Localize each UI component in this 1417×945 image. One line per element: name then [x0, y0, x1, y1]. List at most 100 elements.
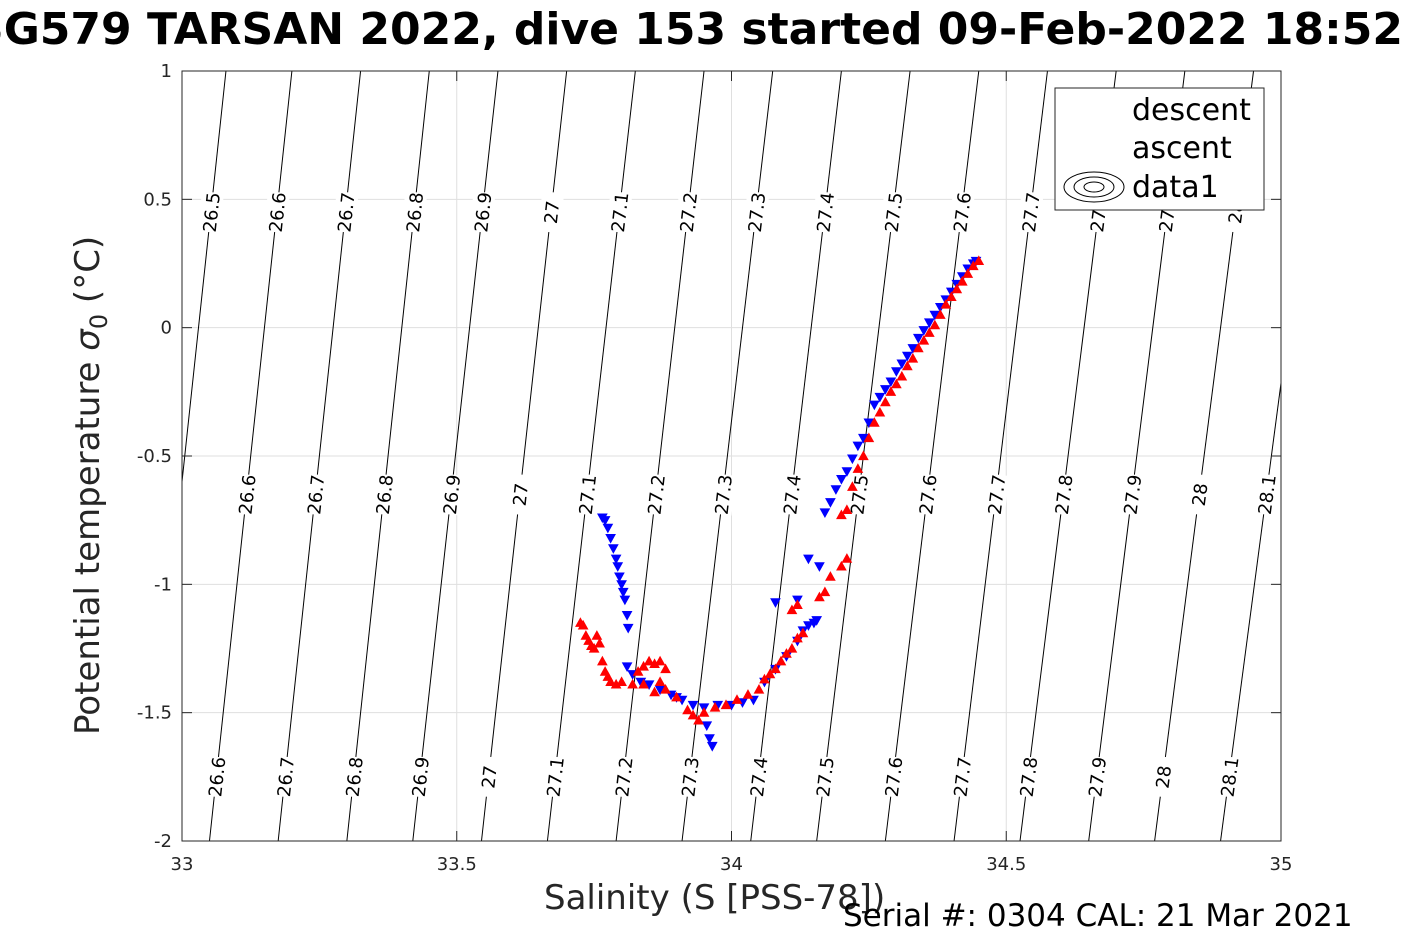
isopycnal-label: 26.9 [471, 191, 496, 233]
isopycnal-label: 27.1 [608, 191, 633, 233]
ascent-point [577, 619, 589, 630]
isopycnal-label: 27.1 [576, 474, 601, 516]
isopycnal-label-bg [674, 191, 702, 234]
ascent-point [632, 666, 644, 676]
descent-point [880, 385, 891, 395]
ascent-point [597, 655, 608, 666]
isopycnal-label-bg [642, 473, 669, 516]
isopycnal-label-bg [406, 755, 434, 798]
isopycnal-label-bg [340, 755, 367, 798]
ascent-point [654, 676, 666, 686]
isopycnal-label-bg [197, 191, 224, 234]
data-series [575, 105, 1100, 752]
ascent-point [918, 334, 930, 345]
isopycnal-label-bg [1118, 473, 1146, 516]
legend-box [1054, 87, 1265, 211]
legend-data1-contour-icon [1073, 176, 1115, 198]
descent-point [852, 441, 864, 452]
isopycnal-label-bg [1215, 755, 1243, 799]
isopycnal-label: 26.7 [304, 474, 329, 516]
isopycnal-label-bg [437, 473, 465, 516]
isopycnal-label-bg [1252, 473, 1280, 516]
isopycnal-label-bg [610, 755, 637, 798]
ascent-point [591, 630, 603, 640]
ascent-point [940, 299, 952, 309]
isopycnal-label: 26.7 [274, 756, 299, 798]
isopycnal-label: 26.7 [334, 191, 359, 233]
ascent-point [841, 553, 853, 563]
ascent-point [731, 694, 743, 704]
isopycnal-label-bg [879, 190, 907, 234]
axes: 33 33.5 34 34.5 35 1 0.5 0 -0.5 -1 -1.5 -2 [137, 61, 1293, 875]
isopycnal-label-bg [914, 473, 941, 516]
isopycnal-label-bg [263, 191, 290, 234]
ascent-point [967, 260, 979, 271]
ascent-point [896, 370, 908, 381]
isopycnal-label-bg [203, 755, 230, 798]
descent-point [825, 498, 836, 508]
isopycnal-label: 27.7 [1019, 191, 1045, 233]
y-axis-label: Potential temperature σ0 (°C) [68, 235, 113, 735]
ascent-point [775, 655, 787, 666]
descent-point [599, 516, 611, 526]
descent-point [619, 595, 631, 606]
x-tick-label: 34.5 [986, 854, 1026, 875]
y-tick-label: -2 [154, 831, 172, 852]
isopycnal-label: 27.9 [1121, 474, 1147, 516]
y-tick-label: 0 [161, 318, 172, 339]
serial-calibration-footer: Serial #: 0304 CAL: 21 Mar 2021 [843, 898, 1353, 934]
x-tick-label: 33 [171, 854, 194, 875]
isopycnal-label: 26.8 [373, 474, 398, 516]
isopycnal-label-bg [271, 755, 299, 798]
isopycnal-label-bg [778, 473, 805, 516]
ascent-point [956, 275, 968, 286]
y-tick-label: -0.5 [137, 446, 172, 467]
isopycnal-label: 28 [1152, 764, 1176, 789]
isopycnal-label: 27.8 [1052, 474, 1078, 516]
isopycnal-label: 27.6 [882, 756, 908, 798]
isopycnal-label-bg [811, 191, 839, 234]
isopycnal-label-bg [537, 191, 565, 234]
descent-point [923, 318, 935, 329]
ascent-point [786, 604, 798, 615]
isopycnal-label: 27 [478, 764, 501, 789]
ascent-point [649, 686, 660, 697]
descent-point [869, 400, 880, 411]
descent-point [621, 611, 633, 621]
ascent-point [814, 591, 825, 602]
descent-point [614, 572, 625, 583]
legend-data1-contour-icon [1083, 181, 1105, 193]
isopycnal-label-bg [811, 755, 838, 799]
ascent-point [852, 463, 864, 473]
isopycnal-label-bg [302, 473, 329, 516]
isopycnal-label-bg [1185, 473, 1213, 516]
descent-point [706, 741, 718, 752]
ascent-point [616, 676, 627, 686]
ascent-point [693, 714, 704, 725]
descent-point [803, 554, 814, 565]
isopycnal-label: 26.6 [266, 191, 291, 233]
legend-entry: descent [1132, 93, 1251, 128]
ascent-point [594, 637, 605, 648]
isopycnal-label: 26.9 [440, 474, 465, 516]
isopycnal-label: 27.4 [813, 191, 839, 233]
isopycnal-label: 27.6 [916, 474, 942, 516]
ascent-point [885, 386, 897, 396]
density-contours: 26.5 26.6 26.6 26.6 26.7 26.7 26.7 26.8 26.8 26.8… [182, 71, 1281, 841]
ascent-point [638, 660, 649, 671]
isopycnal-label: 28.1 [1255, 473, 1281, 515]
ascent-point [687, 709, 699, 720]
isopycnal-label: 27.5 [813, 756, 839, 798]
isopycnal-label: 27.4 [780, 474, 806, 516]
ascent-point [605, 676, 616, 686]
descent-point [811, 616, 823, 626]
ascent-point [819, 586, 831, 597]
isopycnal-label-bg [332, 191, 359, 234]
x-tick-label: 34 [720, 854, 743, 875]
chart-title: SG579 TARSAN 2022, dive 153 started 09-F… [0, 4, 1403, 55]
isopycnal-label: 27.6 [950, 191, 976, 233]
isopycnal-label: 26.8 [403, 191, 428, 233]
grid [181, 70, 1282, 842]
descent-point [847, 454, 858, 465]
